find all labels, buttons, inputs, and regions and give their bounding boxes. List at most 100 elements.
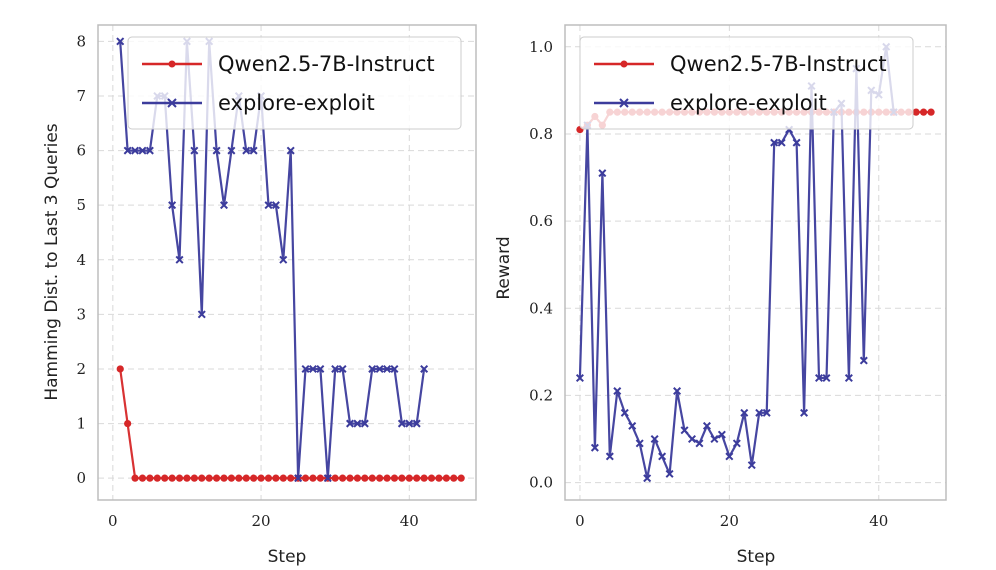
left-point-explore-exploit — [197, 310, 206, 319]
left-point-explore-exploit — [316, 364, 325, 373]
left-point-qwen2-5-7b-instruct — [264, 474, 273, 482]
right-point-explore-exploit — [717, 430, 726, 439]
right-point-explore-exploit — [575, 373, 584, 382]
left-point-qwen2-5-7b-instruct — [376, 474, 384, 482]
left-point-qwen2-5-7b-instruct — [124, 419, 132, 428]
left-point-explore-exploit — [168, 201, 177, 210]
left-point-qwen2-5-7b-instruct — [457, 474, 465, 482]
left-point-qwen2-5-7b-instruct — [227, 474, 236, 482]
left-y-tick-label: 6 — [76, 142, 86, 160]
right-point-explore-exploit — [620, 408, 629, 417]
left-point-qwen2-5-7b-instruct — [138, 474, 147, 482]
right-point-explore-exploit — [643, 474, 652, 483]
left-point-explore-exploit — [405, 419, 414, 428]
left-point-qwen2-5-7b-instruct — [257, 474, 265, 482]
right-point-explore-exploit — [814, 373, 824, 382]
right-point-explore-exploit — [800, 408, 809, 417]
left-point-explore-exploit — [345, 419, 355, 428]
left-legend-marker-explore — [167, 98, 177, 108]
right-point-explore-exploit — [590, 443, 599, 452]
right-point-explore-exploit — [702, 421, 711, 430]
left-point-qwen2-5-7b-instruct — [405, 474, 413, 482]
left-point-explore-exploit — [360, 419, 369, 428]
right-point-explore-exploit — [822, 373, 831, 382]
left-point-qwen2-5-7b-instruct — [398, 474, 406, 482]
left-point-qwen2-5-7b-instruct — [287, 474, 295, 482]
right-point-qwen2-5-7b-instruct — [927, 108, 935, 116]
left-point-qwen2-5-7b-instruct — [153, 474, 161, 482]
left-point-explore-exploit — [301, 364, 310, 373]
left-point-explore-exploit — [375, 364, 384, 373]
left-point-qwen2-5-7b-instruct — [242, 474, 250, 482]
right-point-explore-exploit — [747, 461, 756, 470]
left-point-qwen2-5-7b-instruct — [190, 474, 198, 482]
right-point-qwen2-5-7b-instruct — [912, 108, 920, 116]
left-point-qwen2-5-7b-instruct — [301, 474, 310, 482]
left-point-explore-exploit — [323, 474, 332, 483]
left-point-qwen2-5-7b-instruct — [309, 474, 317, 482]
right-point-explore-exploit — [762, 408, 771, 417]
left-point-qwen2-5-7b-instruct — [235, 474, 243, 482]
left-point-explore-exploit — [308, 364, 317, 373]
right-legend-label-qwen: Qwen2.5-7B-Instruct — [670, 52, 887, 76]
left-y-axis-label: Hamming Dist. to Last 3 Queries — [42, 123, 62, 400]
left-legend-label-explore: explore-exploit — [218, 91, 375, 115]
right-point-qwen2-5-7b-instruct — [919, 108, 928, 116]
right-point-explore-exploit — [740, 408, 749, 417]
right-point-explore-exploit — [725, 452, 734, 461]
right-y-tick-label: 0.4 — [529, 299, 553, 317]
right-plot-frame — [564, 24, 947, 501]
left-y-tick-label: 7 — [76, 87, 86, 105]
left-point-qwen2-5-7b-instruct — [175, 474, 184, 482]
left-point-explore-exploit — [412, 419, 421, 428]
right-gridlines — [565, 25, 946, 500]
left-point-qwen2-5-7b-instruct — [338, 474, 347, 482]
right-y-tick-label: 0.2 — [529, 386, 553, 404]
left-point-qwen2-5-7b-instruct — [450, 474, 458, 482]
left-legend-label-qwen: Qwen2.5-7B-Instruct — [218, 52, 435, 76]
left-y-tick-label: 2 — [76, 360, 86, 378]
right-y-axis-label: Reward — [494, 236, 514, 299]
right-point-explore-exploit — [605, 452, 614, 461]
right-legend-marker-explore — [619, 98, 629, 108]
left-y-tick-label: 4 — [76, 251, 86, 269]
left-point-qwen2-5-7b-instruct — [420, 474, 428, 482]
left-point-qwen2-5-7b-instruct — [205, 474, 213, 482]
left-point-explore-exploit — [397, 419, 406, 428]
left-point-qwen2-5-7b-instruct — [413, 474, 421, 482]
left-point-explore-exploit — [286, 146, 295, 155]
right-legend-box — [579, 36, 914, 130]
left-point-explore-exploit — [338, 364, 347, 373]
left-point-explore-exploit — [116, 37, 125, 46]
right-point-explore-exploit — [658, 452, 667, 461]
left-y-tick-label: 1 — [76, 415, 86, 433]
left-y-tick-label: 3 — [76, 305, 86, 323]
left-point-explore-exploit — [227, 146, 236, 155]
left-legend: Qwen2.5-7B-Instruct explore-exploit — [127, 36, 462, 130]
left-point-explore-exploit — [331, 364, 340, 373]
right-point-explore-exploit — [770, 138, 779, 147]
left-point-qwen2-5-7b-instruct — [346, 474, 354, 482]
left-point-qwen2-5-7b-instruct — [435, 474, 443, 482]
left-point-explore-exploit — [353, 419, 362, 428]
left-point-explore-exploit — [368, 364, 377, 373]
right-point-explore-exploit — [710, 434, 719, 443]
right-x-tick-label: 0 — [575, 512, 585, 530]
left-point-explore-exploit — [390, 364, 399, 373]
right-x-tick-label: 20 — [720, 512, 739, 530]
left-point-explore-exploit — [264, 201, 273, 210]
right-point-explore-exploit — [665, 469, 674, 478]
right-point-explore-exploit — [732, 439, 741, 448]
left-x-tick-label: 40 — [400, 512, 419, 530]
left-point-qwen2-5-7b-instruct — [353, 474, 362, 482]
left-x-tick-label: 20 — [252, 512, 271, 530]
left-point-qwen2-5-7b-instruct — [146, 474, 154, 482]
right-legend: Qwen2.5-7B-Instruct explore-exploit — [579, 36, 914, 130]
left-point-qwen2-5-7b-instruct — [383, 474, 391, 482]
right-point-explore-exploit — [695, 439, 704, 448]
left-point-explore-exploit — [175, 255, 184, 264]
left-point-qwen2-5-7b-instruct — [442, 474, 450, 482]
left-ticks: 0 20 40 0 1 2 3 4 5 6 7 8 — [76, 32, 418, 530]
left-point-qwen2-5-7b-instruct — [331, 474, 339, 482]
right-legend-marker-qwen — [620, 60, 628, 68]
